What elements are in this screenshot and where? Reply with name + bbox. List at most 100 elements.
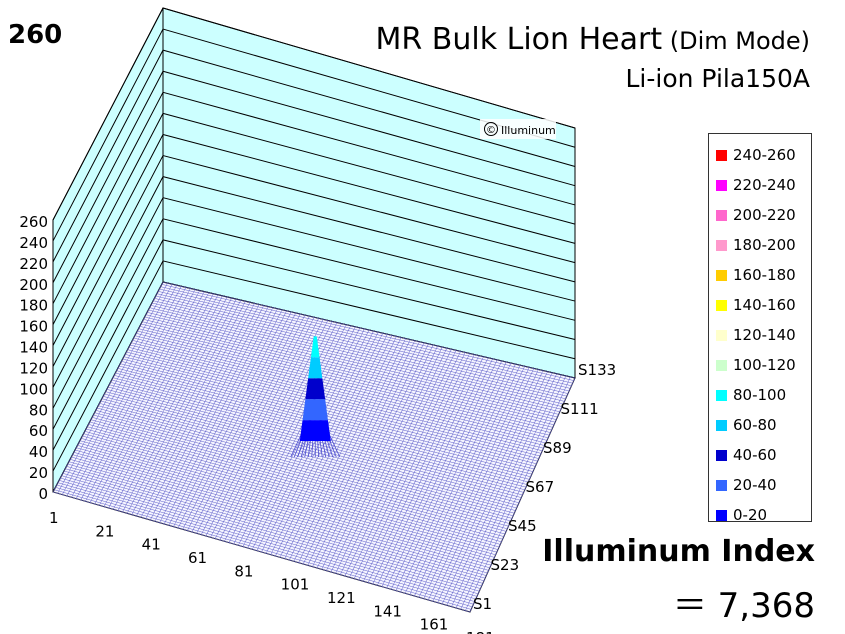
mesh-line [428,368,535,601]
legend-swatch [716,329,727,341]
z-tick-label: 60 [29,422,48,440]
z-tick-label: 0 [38,485,48,503]
chart-subtitle: Li-ion Pila150A [625,64,811,93]
x-tick-label: 121 [327,589,356,607]
z-tick-label: 120 [19,359,48,377]
z-gridline [52,176,576,388]
legend-item: 120-140 [709,320,811,350]
mesh-line [151,302,565,402]
mesh-line [423,367,530,599]
legend-swatch [716,209,727,221]
legend-swatch [716,239,727,251]
legend-item: 60-80 [709,410,811,440]
legend-item: 140-160 [709,290,811,320]
legend-item: 160-180 [709,260,811,290]
mesh-line [154,298,567,397]
legend-item: 0-20 [709,500,811,530]
z-gridline [52,91,576,304]
y-tick-label: S133 [578,361,616,379]
index-value: ＝ 7,368 [672,586,815,626]
legend-item: 40-60 [709,440,811,470]
x-tick-label: 1 [49,509,59,527]
y-tick-label: S89 [543,439,572,457]
z-gridline [52,7,576,221]
mesh-line [162,281,576,379]
y-axis: S1 S23 S45 S67 S89 S111 S133 [473,361,616,613]
mesh-line [161,284,574,381]
z-tick-label: 40 [29,443,48,461]
mesh-line [432,369,539,602]
surface-peak [290,336,341,458]
peak-band [310,336,320,358]
legend-label: 100-120 [733,356,796,374]
watermark-text: Illuminum [501,124,556,137]
z-gridline [52,133,576,346]
x-tick-label: 161 [420,616,449,634]
watermark: © Illuminum [480,119,556,139]
mesh-line [147,312,560,413]
chart-title: MR Bulk Lion Heart (Dim Mode) [376,22,810,57]
legend-label: 220-240 [733,176,796,194]
mesh-line [160,286,573,384]
mesh-line [418,366,525,598]
mesh-line [409,364,516,595]
legend-label: 0-20 [733,506,768,524]
mesh-line [155,295,569,394]
x-tick-label: 141 [373,602,402,620]
legend-label: 140-160 [733,296,796,314]
legend-item: 220-240 [709,170,811,200]
legend-swatch [716,509,727,521]
z-tick-label: 240 [19,234,48,252]
mesh-line [446,372,553,606]
legend-swatch [716,419,727,431]
x-tick-label: 81 [234,562,253,580]
peak-band [302,399,328,421]
legend-swatch [716,179,727,191]
copyright-symbol: © [486,125,496,136]
z-tick-label: 140 [19,339,48,357]
legend-label: 120-140 [733,326,796,344]
z-gridline [52,112,576,325]
z-gridline [52,218,576,430]
x-tick-label: 181 [466,629,495,634]
legend-label: 40-60 [733,446,777,464]
x-tick-label: 21 [95,522,114,540]
y-tick-label: S45 [508,517,537,535]
copyright-icon [484,122,498,136]
x-tick-label: 101 [281,576,310,594]
mesh-line [451,373,557,607]
y-tick-label: S1 [473,595,492,613]
peak-value-label: 260 [8,20,63,50]
mesh-line [455,374,562,609]
z-tick-label: 200 [19,276,48,294]
mesh-line [149,307,563,407]
legend-label: 180-200 [733,236,796,254]
mesh-line [158,291,571,389]
legend-label: 80-100 [733,386,787,404]
legend-item: 80-100 [709,380,811,410]
mesh-line [437,370,544,603]
z-tick-label: 160 [19,318,48,336]
z-gridline [52,70,576,283]
mesh-line [148,309,562,410]
index-label: Illuminum Index [542,534,815,569]
y-tick-label: S23 [491,556,520,574]
legend-swatch [716,269,727,281]
mesh-line [144,316,558,418]
legend-label: 20-40 [733,476,777,494]
mesh-line [153,300,566,400]
legend-item: 240-260 [709,140,811,170]
mesh-line [465,376,571,611]
chart-title-main: MR Bulk Lion Heart [375,22,663,57]
legend-swatch [716,449,727,461]
mesh-line [414,365,521,597]
legend-label: 60-80 [733,416,777,434]
z-tick-label: 20 [29,464,48,482]
z-gridline [52,260,576,472]
z-tick-label: 80 [29,401,48,419]
chart-title-mode: (Dim Mode) [662,27,810,55]
x-tick-label: 61 [188,549,207,567]
peak-band [308,357,323,379]
z-tick-label: 100 [19,380,48,398]
